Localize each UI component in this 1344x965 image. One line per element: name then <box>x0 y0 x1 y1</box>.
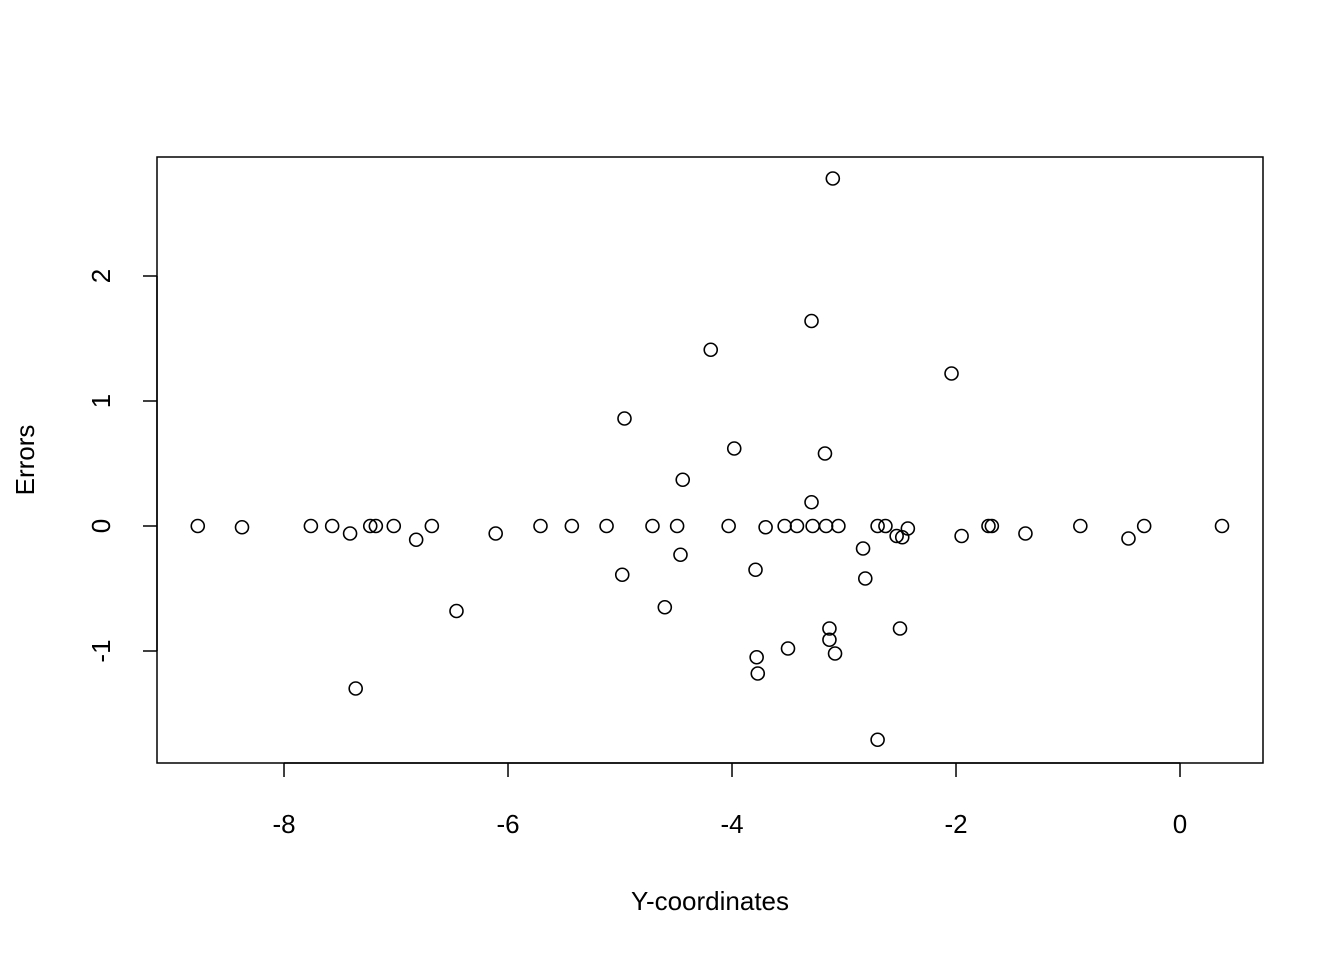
point <box>892 621 908 636</box>
point <box>878 518 893 534</box>
point <box>1073 518 1088 534</box>
point <box>870 732 885 748</box>
point <box>362 518 378 534</box>
x-axis-label: Y-coordinates <box>631 886 789 916</box>
point <box>324 518 340 534</box>
point <box>424 518 440 534</box>
point <box>900 521 916 536</box>
point <box>234 519 250 535</box>
point <box>645 518 660 534</box>
point <box>368 518 384 534</box>
point <box>777 518 792 534</box>
y-axis-label: Errors <box>10 425 40 496</box>
point <box>386 518 402 534</box>
point <box>818 518 834 534</box>
y-tick-label: 1 <box>86 394 116 408</box>
point <box>804 313 819 329</box>
point <box>748 562 763 578</box>
point <box>822 632 837 648</box>
point <box>827 646 843 661</box>
point <box>855 541 871 556</box>
point <box>669 518 685 534</box>
point <box>303 518 319 534</box>
point <box>870 518 885 534</box>
point <box>789 518 805 534</box>
point <box>675 472 691 488</box>
point <box>1018 526 1033 541</box>
point <box>817 446 833 461</box>
point <box>190 518 206 534</box>
point <box>342 526 358 541</box>
y-tick-label: -1 <box>86 639 116 662</box>
point <box>564 518 580 534</box>
point <box>721 518 736 534</box>
x-tick-label: 0 <box>1173 809 1187 839</box>
point <box>449 603 464 619</box>
point <box>726 441 742 456</box>
point <box>758 519 773 535</box>
point <box>984 518 1000 534</box>
point <box>780 641 796 656</box>
point <box>533 518 548 534</box>
point <box>1121 531 1136 546</box>
plot-frame <box>156 156 1264 764</box>
point <box>825 171 841 186</box>
point <box>657 599 673 615</box>
point <box>804 494 819 510</box>
point <box>805 518 820 534</box>
point <box>944 366 959 381</box>
y-tick-label: 0 <box>86 519 116 533</box>
point <box>954 528 969 544</box>
point <box>488 526 503 541</box>
point <box>749 649 764 665</box>
point <box>599 518 614 534</box>
point <box>408 532 424 548</box>
point <box>831 518 846 534</box>
point <box>703 342 719 358</box>
point <box>1214 518 1230 534</box>
x-tick-label: -4 <box>720 809 743 839</box>
point <box>614 567 630 583</box>
x-tick-label: -6 <box>496 809 519 839</box>
x-tick-label: -2 <box>944 809 967 839</box>
point <box>981 518 996 534</box>
point <box>1136 518 1152 534</box>
point <box>822 621 837 636</box>
x-tick-label: -8 <box>272 809 295 839</box>
point <box>857 571 873 586</box>
y-tick-label: 2 <box>86 269 116 283</box>
point <box>617 411 632 426</box>
point <box>673 547 688 563</box>
point <box>348 681 363 696</box>
point <box>889 528 904 544</box>
point <box>750 666 766 681</box>
